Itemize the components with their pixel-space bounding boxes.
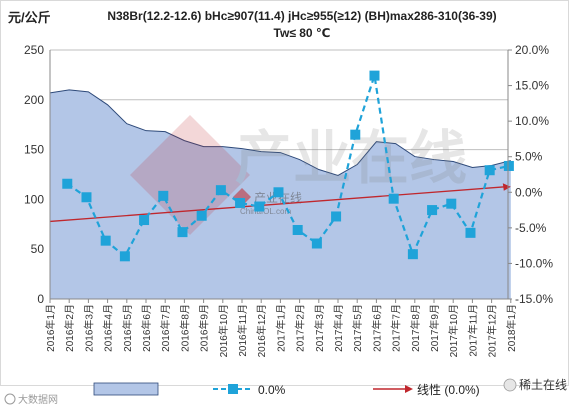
pct-change-marker bbox=[465, 227, 476, 238]
right-tick-label: 0.0% bbox=[515, 185, 543, 199]
pct-change-marker bbox=[350, 129, 361, 140]
x-tick-label: 2016年8月 bbox=[178, 304, 191, 352]
left-tick-label: 200 bbox=[24, 93, 44, 107]
legend-line-label: 0.0% bbox=[258, 383, 286, 397]
trend-series bbox=[49, 183, 511, 223]
x-tick-label: 2016年10月 bbox=[217, 304, 230, 357]
x-tick-label: 2017年11月 bbox=[466, 304, 479, 357]
x-tick-label: 2018年1月 bbox=[505, 304, 518, 352]
axes: 0 50 100 150 200 250 -15.0% -10.0% -5.0% 0.0% 5.0%… bbox=[24, 43, 553, 306]
x-tick-label: 2016年3月 bbox=[82, 304, 95, 352]
footer-right-icon bbox=[503, 378, 517, 392]
legend: 0.0% 线性 (0.0%) bbox=[93, 382, 480, 397]
pct-change-marker bbox=[407, 249, 418, 260]
x-tick-label: 2017年6月 bbox=[370, 304, 383, 352]
footer-right-text: 稀土在线 bbox=[519, 378, 567, 392]
watermark-url: ChinaIOL.com bbox=[240, 207, 291, 216]
x-tick-label: 2016年4月 bbox=[102, 304, 115, 352]
pct-change-marker bbox=[100, 235, 111, 246]
pct-change-marker bbox=[503, 160, 514, 171]
x-tick-label: 2016年12月 bbox=[255, 304, 268, 357]
x-tick-label: 2017年4月 bbox=[332, 304, 345, 352]
pct-change-marker bbox=[446, 198, 457, 209]
pct-change-marker bbox=[81, 192, 92, 203]
legend-trend-label: 线性 (0.0%) bbox=[417, 383, 480, 397]
pct-change-marker bbox=[254, 201, 265, 212]
price-area-outline bbox=[49, 89, 511, 177]
pct-change-marker bbox=[215, 185, 226, 196]
right-tick-label: -15.0% bbox=[515, 292, 553, 306]
trend-line bbox=[49, 186, 505, 223]
watermark-small-text: 产业在线 bbox=[254, 191, 302, 205]
x-tick-label: 2016年2月 bbox=[63, 304, 76, 352]
pct-change-marker bbox=[119, 251, 130, 262]
legend-trend-arrow bbox=[405, 385, 413, 393]
x-tick-label: 2017年9月 bbox=[428, 304, 441, 352]
footer-right-logo: 稀土在线 bbox=[503, 378, 567, 392]
right-tick-label: -5.0% bbox=[515, 221, 547, 235]
left-tick-label: 0 bbox=[37, 292, 44, 306]
footer-left-logo: 大数据网 bbox=[4, 393, 58, 406]
pct-change-marker bbox=[484, 165, 495, 176]
footer-left-icon bbox=[4, 393, 16, 405]
pct-change-marker bbox=[273, 187, 284, 198]
pct-change-marker bbox=[62, 178, 73, 189]
legend-area-swatch bbox=[93, 382, 159, 396]
left-tick-label: 100 bbox=[24, 192, 44, 206]
right-tick-label: -10.0% bbox=[515, 256, 553, 270]
pct-change-marker bbox=[388, 193, 399, 204]
legend-line-marker bbox=[228, 384, 238, 394]
x-tick-label: 2017年7月 bbox=[390, 304, 403, 352]
left-tick-label: 250 bbox=[24, 43, 44, 57]
pct-change-marker bbox=[196, 210, 207, 221]
pct-change-marker bbox=[369, 70, 380, 81]
right-tick-label: 15.0% bbox=[515, 79, 549, 93]
x-tick-label: 2016年7月 bbox=[159, 304, 172, 352]
watermark-logo-shape bbox=[130, 115, 250, 235]
x-tick-label: 2016年11月 bbox=[236, 304, 249, 357]
left-tick-label: 50 bbox=[31, 242, 45, 256]
x-tick-labels: 2016年1月 2016年2月 2016年3月 2016年4月 2016年5月 2016年… bbox=[44, 299, 518, 357]
pct-change-marker bbox=[311, 238, 322, 249]
right-tick-label: 5.0% bbox=[515, 150, 543, 164]
watermark-small: 产业在线 ChinaIOL.com bbox=[233, 188, 302, 216]
chart-title-line2: Tw≤ 80 ℃ bbox=[274, 26, 331, 40]
left-axis-label: 元/公斤 bbox=[8, 10, 51, 25]
pct-change-series bbox=[62, 70, 514, 262]
x-tick-label: 2017年5月 bbox=[351, 304, 364, 352]
pct-change-marker bbox=[331, 211, 342, 222]
pct-change-marker bbox=[177, 227, 188, 238]
pct-change-marker bbox=[158, 190, 169, 201]
pct-change-marker bbox=[427, 205, 438, 216]
trend-arrow bbox=[502, 183, 511, 191]
x-tick-label: 2017年1月 bbox=[274, 304, 287, 352]
right-tick-label: 20.0% bbox=[515, 43, 549, 57]
x-tick-label: 2017年12月 bbox=[486, 304, 499, 357]
x-tick-label: 2017年2月 bbox=[294, 304, 307, 352]
x-tick-label: 2016年6月 bbox=[140, 304, 153, 352]
x-tick-label: 2016年9月 bbox=[198, 304, 211, 352]
pct-change-marker bbox=[235, 197, 246, 208]
left-tick-label: 150 bbox=[24, 143, 44, 157]
x-tick-label: 2016年1月 bbox=[44, 304, 57, 352]
pct-change-marker bbox=[292, 224, 303, 235]
pct-change-marker bbox=[139, 215, 150, 226]
footer-left-text: 大数据网 bbox=[18, 393, 58, 406]
x-tick-label: 2016年5月 bbox=[121, 304, 134, 352]
right-tick-label: 10.0% bbox=[515, 114, 549, 128]
x-tick-label: 2017年8月 bbox=[409, 304, 422, 352]
x-tick-label: 2017年10月 bbox=[447, 304, 460, 357]
x-tick-label: 2017年3月 bbox=[313, 304, 326, 352]
chart-title-line1: N38Br(12.2-12.6) bHc≥907(11.4) jHc≥955(≥… bbox=[107, 9, 496, 23]
